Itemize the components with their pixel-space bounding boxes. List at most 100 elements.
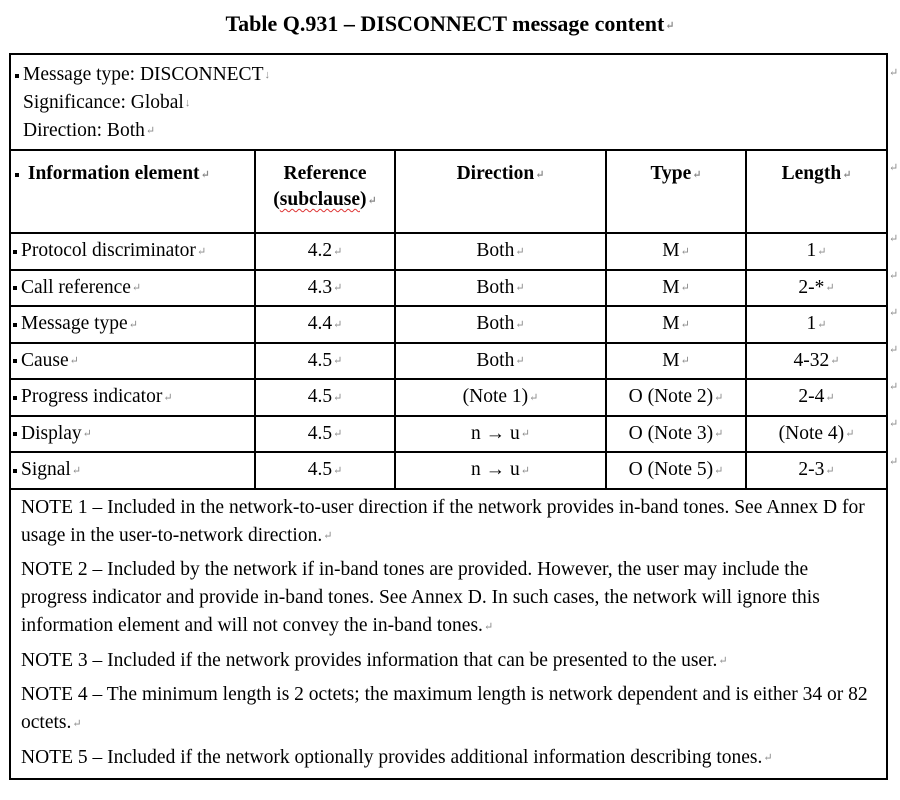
header-block-row: Message type: DISCONNECT↓ Significance: …: [8, 53, 889, 151]
cell-length: 2-4↵: [744, 378, 889, 417]
column-header-length: Length↵: [744, 149, 889, 234]
paragraph-mark-icon: ↵: [680, 245, 690, 258]
row-end-mark-icon: ↵: [889, 162, 899, 174]
paragraph-mark-icon: ↵: [515, 282, 525, 295]
cell-length: 2-*↵: [744, 268, 889, 308]
cell-type: M↵: [605, 305, 747, 344]
paragraph-mark-icon: ↵: [333, 464, 343, 477]
cell-reference: 4.5↵: [254, 378, 396, 417]
cell-length: (Note 4)↵: [744, 414, 889, 454]
paragraph-mark-icon: ↵: [817, 245, 827, 258]
cell-element: Display↵: [9, 414, 256, 454]
paragraph-mark-icon: ↵: [69, 355, 79, 368]
paragraph-mark-icon: ↵: [131, 282, 142, 295]
bullet-icon: [13, 468, 17, 473]
column-header-row: Information element↵ Reference (subclause…: [9, 149, 889, 234]
paragraph-mark-icon: ↵: [163, 391, 173, 404]
paragraph-mark-icon: ↵: [825, 282, 835, 295]
paragraph-mark-icon: ↵: [333, 318, 343, 331]
paragraph-mark-icon: ↵: [367, 194, 377, 207]
line-break-icon: ↓: [264, 69, 270, 82]
paragraph-mark-icon: ↵: [196, 245, 207, 258]
column-header-reference: Reference (subclause)↵: [254, 149, 396, 234]
table-title: Table Q.931 – DISCONNECT message content…: [225, 11, 675, 36]
paragraph-mark-icon: ↵: [71, 464, 82, 477]
note-3: NOTE 3 – Included if the network provide…: [21, 649, 728, 671]
row-end-mark-icon: ↵: [889, 344, 899, 356]
paragraph-mark-icon: ↵: [515, 355, 525, 368]
table-row: Display↵ 4.5↵ n → u↵ O (Note 3)↵ (Note 4…: [9, 414, 889, 454]
cell-reference: 4.5↵: [254, 341, 396, 381]
paragraph-mark-icon: ↵: [817, 318, 827, 331]
cell-length: 1↵: [744, 232, 889, 271]
paragraph-mark-icon: ↵: [714, 428, 724, 441]
paragraph-mark-icon: ↵: [845, 428, 855, 441]
table-row: Message type↵ 4.4↵ Both↵ M↵ 1↵: [9, 305, 889, 344]
row-end-mark-icon: ↵: [889, 456, 899, 468]
cell-direction: n → u↵: [394, 414, 607, 454]
cell-direction: Both↵: [394, 232, 607, 271]
cell-type: M↵: [605, 268, 747, 308]
paragraph-mark-icon: ↵: [680, 318, 690, 331]
paragraph-mark-icon: ↵: [515, 318, 525, 331]
bullet-icon: [13, 249, 17, 254]
paragraph-mark-icon: ↵: [665, 19, 675, 32]
line-break-icon: ↓: [184, 97, 191, 110]
cell-reference: 4.5↵: [254, 414, 396, 454]
table-row: Progress indicator↵ 4.5↵ (Note 1)↵ O (No…: [9, 378, 889, 417]
table-row: Call reference↵ 4.3↵ Both↵ M↵ 2-*↵: [9, 268, 889, 308]
row-end-mark-icon: ↵: [889, 418, 899, 430]
paragraph-mark-icon: ↵: [680, 355, 690, 368]
header-block: Message type: DISCONNECT↓ Significance: …: [8, 53, 889, 151]
row-end-mark-icon: ↵: [889, 270, 899, 282]
note-2: NOTE 2 – Included by the network if in-b…: [21, 559, 820, 637]
notes-block: NOTE 1 – Included in the network-to-user…: [8, 487, 889, 781]
cell-reference: 4.2↵: [254, 232, 396, 271]
bullet-icon: [13, 395, 17, 400]
row-end-mark-icon: ↵: [889, 307, 899, 319]
paragraph-mark-icon: ↵: [520, 428, 530, 441]
cell-type: O (Note 3)↵: [605, 414, 747, 454]
note-1: NOTE 1 – Included in the network-to-user…: [21, 496, 865, 546]
paragraph-mark-icon: ↵: [714, 391, 724, 404]
paragraph-mark-icon: ↵: [333, 391, 343, 404]
paragraph-mark-icon: ↵: [483, 620, 494, 633]
paragraph-mark-icon: ↵: [82, 428, 92, 441]
bullet-icon: [15, 172, 19, 177]
paragraph-mark-icon: ↵: [718, 655, 728, 668]
cell-direction: (Note 1)↵: [394, 378, 607, 417]
paragraph-mark-icon: ↵: [333, 428, 343, 441]
cell-reference: 4.5↵: [254, 451, 396, 490]
cell-type: M↵: [605, 232, 747, 271]
row-end-mark-icon: ↵: [889, 67, 899, 79]
cell-direction: n → u↵: [394, 451, 607, 490]
paragraph-mark-icon: ↵: [535, 168, 545, 181]
bullet-icon: [13, 286, 17, 291]
cell-type: O (Note 5)↵: [605, 451, 747, 490]
cell-direction: Both↵: [394, 268, 607, 308]
cell-element: Protocol discriminator↵: [9, 232, 256, 271]
cell-element: Cause↵: [9, 341, 256, 381]
paragraph-mark-icon: ↵: [515, 245, 525, 258]
cell-reference: 4.3↵: [254, 268, 396, 308]
paragraph-mark-icon: ↵: [680, 282, 690, 295]
message-type-line: Message type: DISCONNECT↓: [15, 61, 882, 89]
table-row: Cause↵ 4.5↵ Both↵ M↵ 4-32↵: [9, 341, 889, 381]
table-row: Signal↵ 4.5↵ n → u↵ O (Note 5)↵ 2-3↵: [9, 451, 889, 490]
row-end-mark-icon: ↵: [889, 233, 899, 245]
disconnect-message-table: Message type: DISCONNECT↓ Significance: …: [8, 53, 889, 781]
column-header-direction: Direction↵: [394, 149, 607, 234]
paragraph-mark-icon: ↵: [72, 717, 82, 730]
cell-element: Message type↵: [9, 305, 256, 344]
paragraph-mark-icon: ↵: [830, 355, 840, 368]
column-header-type: Type↵: [605, 149, 747, 234]
bullet-icon: [13, 322, 17, 327]
paragraph-mark-icon: ↵: [128, 318, 138, 331]
spellcheck-underlined-word: subclause: [279, 189, 360, 210]
paragraph-mark-icon: ↵: [520, 464, 530, 477]
table-row: Protocol discriminator↵ 4.2↵ Both↵ M↵ 1↵: [9, 232, 889, 271]
row-end-mark-icon: ↵: [889, 381, 899, 393]
note-4: NOTE 4 – The minimum length is 2 octets;…: [21, 684, 868, 734]
paragraph-mark-icon: ↵: [825, 464, 835, 477]
cell-type: M↵: [605, 341, 747, 381]
